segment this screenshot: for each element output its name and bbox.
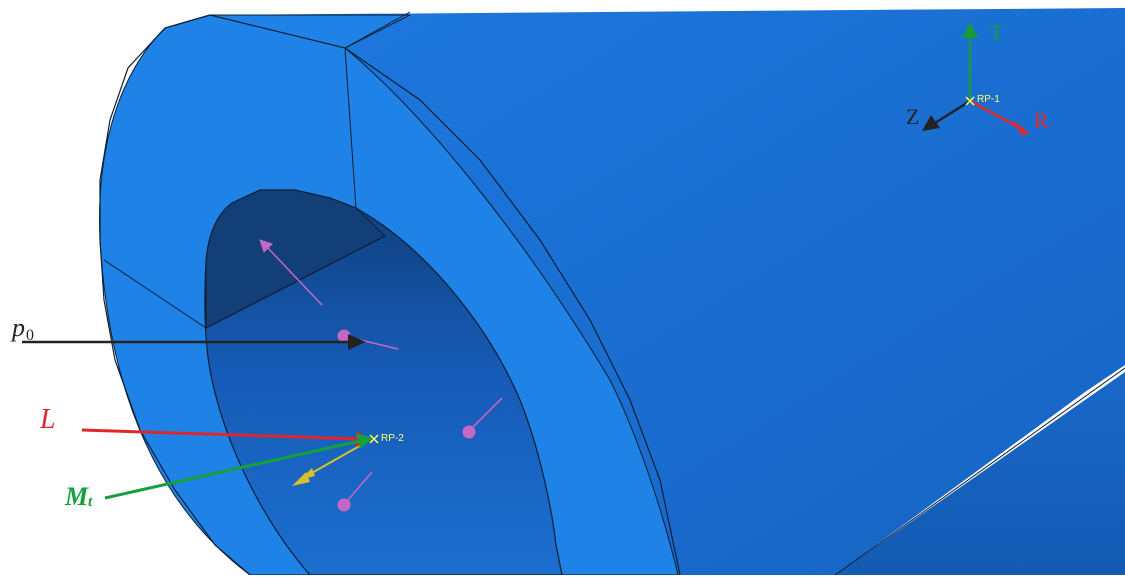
- pressure-symbols: [259, 239, 503, 512]
- axis-R-line: [969, 99, 1019, 129]
- axis-Z-line: [934, 99, 971, 125]
- pressure-arrow-3: [471, 397, 503, 429]
- torque-arrow: [104, 433, 373, 500]
- face-partition-left: [103, 259, 207, 329]
- axial-load-label: L: [39, 404, 56, 435]
- axis-T-label: T: [990, 20, 1004, 45]
- axis-T-head: [962, 22, 978, 38]
- bore-upper-facet: [205, 189, 386, 329]
- pipe-lower-facet: [835, 372, 1125, 575]
- pressure-dot-3: [462, 425, 476, 439]
- pipe-lower-edge: [834, 367, 1125, 576]
- p0-subscript: 0: [26, 327, 34, 344]
- p0-label: p: [10, 313, 25, 342]
- pressure-arrow-4: [347, 471, 373, 501]
- torque-label: M: [64, 482, 89, 511]
- axis-R-label: R: [1034, 108, 1049, 133]
- reference-point-2[interactable]: RP-2: [369, 433, 404, 444]
- pressure-dot-4: [337, 498, 351, 512]
- pressure-load-arrow: [22, 334, 366, 350]
- rp1-label: RP-1: [977, 94, 1000, 105]
- face-partition-top: [209, 14, 346, 49]
- end-face-rim-edge: [344, 47, 681, 576]
- bore-partition: [205, 235, 386, 329]
- torque-subscript: t: [88, 494, 93, 510]
- end-face-outer-edge: [99, 14, 251, 576]
- torque-head: [356, 433, 373, 449]
- axis-R-head: [1013, 120, 1030, 135]
- axis-Z-label: Z: [906, 104, 919, 129]
- face-partition-top2: [344, 11, 411, 49]
- torque-line: [104, 439, 361, 500]
- pressure-arrowhead-1: [259, 239, 273, 253]
- pressure-load-head: [348, 334, 366, 350]
- moment-arrow-line: [302, 439, 371, 479]
- moment-symbol: [292, 439, 371, 486]
- rp2-label: RP-2: [381, 433, 404, 444]
- face-partition-upper: [344, 47, 357, 209]
- axial-load-line: [81, 428, 363, 441]
- local-coordinate-triad: RP-1 T R Z: [906, 20, 1049, 135]
- axis-Z-head: [922, 115, 940, 131]
- pressure-arrow-1: [265, 245, 323, 306]
- rp2-cross-b: [369, 434, 379, 444]
- moment-arrowhead-2: [300, 468, 315, 480]
- rp1-cross-b: [965, 96, 975, 106]
